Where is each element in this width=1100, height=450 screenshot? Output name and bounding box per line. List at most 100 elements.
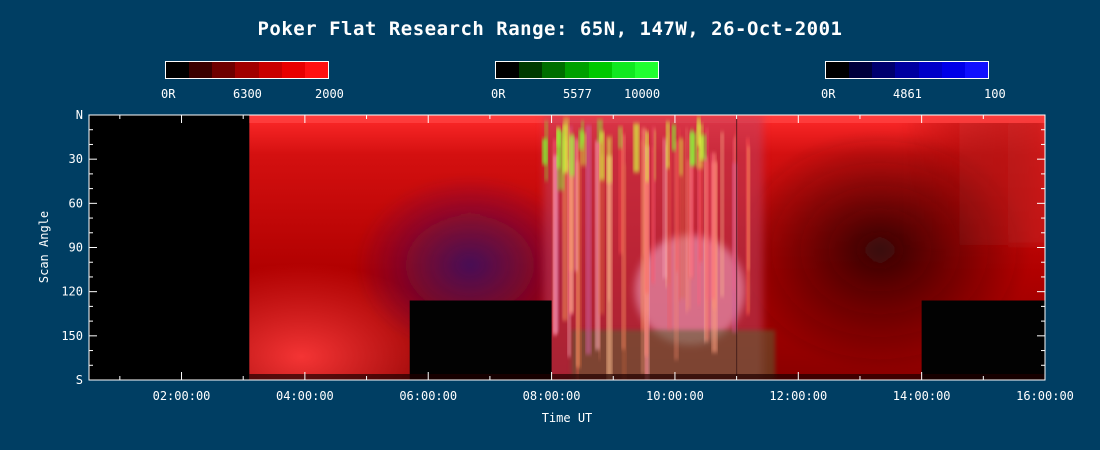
colorbar-blue-max-label: 100	[984, 87, 1006, 101]
x-tick-label: 02:00:00	[153, 389, 211, 403]
colorbar-segment	[634, 62, 658, 78]
colorbar-green-wavelength-label: 5577	[563, 87, 592, 101]
auroral-streak	[710, 152, 715, 299]
colorbar-segment	[849, 62, 873, 78]
x-tick-label: 06:00:00	[399, 389, 457, 403]
y-tick-label: N	[76, 108, 83, 122]
x-tick-label: 04:00:00	[276, 389, 334, 403]
auroral-streak	[699, 137, 703, 262]
south-edge-band	[249, 374, 1045, 380]
colorbar-segment	[258, 62, 282, 78]
y-tick-label: S	[76, 373, 83, 387]
keogram-image	[89, 115, 1045, 380]
x-tick-label: 12:00:00	[769, 389, 827, 403]
colorbar-red-6300	[165, 61, 329, 79]
y-tick-label: 120	[61, 285, 83, 299]
auroral-streak	[679, 139, 686, 299]
auroral-streak	[641, 128, 645, 375]
colorbar-segment	[918, 62, 942, 78]
x-tick-label: 10:00:00	[646, 389, 704, 403]
green-aurora-arc	[569, 134, 575, 177]
auroral-streak	[555, 156, 560, 333]
auroral-streak	[599, 154, 605, 315]
green-aurora-arc	[690, 128, 694, 166]
auroral-streak	[652, 127, 656, 284]
colorbar-segment	[304, 62, 328, 78]
colorbar-segment	[611, 62, 635, 78]
auroral-streak	[720, 132, 724, 297]
auroral-streak	[662, 138, 668, 279]
auroral-streak	[618, 126, 624, 254]
image-artifact-line	[736, 115, 738, 380]
colorbar-green-5577	[495, 61, 659, 79]
green-aurora-arc	[562, 124, 568, 174]
data-gap-block	[409, 300, 552, 380]
green-aurora-arc	[557, 131, 565, 191]
colorbar-blue-4861	[825, 61, 989, 79]
colorbar-green-min-label: 0R	[491, 87, 506, 101]
colorbar-segment	[565, 62, 589, 78]
auroral-streak	[576, 140, 582, 368]
auroral-streak	[678, 128, 681, 301]
auroral-streak	[595, 140, 600, 350]
colorbar-segment	[895, 62, 919, 78]
colorbar-segment	[189, 62, 213, 78]
auroral-streak	[697, 150, 701, 306]
colorbar-segment	[281, 62, 305, 78]
x-tick-label: 14:00:00	[893, 389, 951, 403]
y-axis-label: Scan Angle	[37, 211, 51, 283]
x-axis-label: Time UT	[542, 411, 593, 425]
colorbar-blue-wavelength-label: 4861	[893, 87, 922, 101]
x-tick-label: 08:00:00	[523, 389, 581, 403]
x-tick-label: 16:00:00	[1016, 389, 1074, 403]
colorbar-segment	[872, 62, 896, 78]
auroral-streak	[585, 125, 592, 355]
green-aurora-arc	[679, 138, 683, 176]
green-aurora-arc	[597, 119, 603, 143]
auroral-streak	[686, 159, 691, 310]
right-red-region	[900, 115, 1045, 245]
colorbar-red-max-label: 2000	[315, 87, 344, 101]
page-title: Poker Flat Research Range: 65N, 147W, 26…	[257, 18, 843, 40]
colorbar-segment	[826, 62, 850, 78]
colorbar-blue-min-label: 0R	[821, 87, 836, 101]
auroral-streak	[622, 164, 627, 380]
green-aurora-arc	[618, 126, 623, 149]
auroral-streak	[667, 161, 671, 284]
colorbar-segment	[496, 62, 520, 78]
colorbar-segment	[941, 62, 965, 78]
green-aurora-arc	[671, 124, 676, 151]
no-data-region	[89, 115, 250, 380]
colorbar-segment	[519, 62, 543, 78]
green-aurora-arc	[633, 123, 640, 173]
green-aurora-arc	[696, 117, 701, 147]
colorbar-segment	[964, 62, 988, 78]
colorbar-segment	[588, 62, 612, 78]
colorbar-segment	[212, 62, 236, 78]
colorbar-green-max-label: 10000	[624, 87, 661, 101]
auroral-streak	[607, 139, 610, 301]
colorbar-segment	[235, 62, 259, 78]
auroral-streak	[747, 149, 751, 313]
y-tick-label: 150	[61, 329, 83, 343]
colorbar-red-wavelength-label: 6300	[233, 87, 262, 101]
green-aurora-arc	[665, 121, 670, 169]
auroral-streak	[705, 127, 709, 300]
y-axis: N 30 60 90 120 150 S	[61, 108, 1045, 387]
green-aurora-arc	[645, 131, 649, 182]
green-aurora-arc	[606, 136, 612, 183]
green-aurora-arc	[599, 131, 605, 181]
auroral-streak	[569, 139, 572, 270]
green-aurora-arc	[581, 120, 584, 144]
auroral-streak	[675, 140, 678, 272]
auroral-streak	[574, 138, 578, 272]
y-tick-label: 90	[69, 241, 83, 255]
colorbar-segment	[166, 62, 190, 78]
green-aurora-arc	[544, 121, 549, 181]
colorbar-segment	[542, 62, 566, 78]
y-tick-label: 60	[69, 196, 83, 210]
olive-low-elevation-band	[571, 330, 776, 380]
auroral-streak	[690, 153, 693, 275]
colorbar-red-min-label: 0R	[161, 87, 176, 101]
